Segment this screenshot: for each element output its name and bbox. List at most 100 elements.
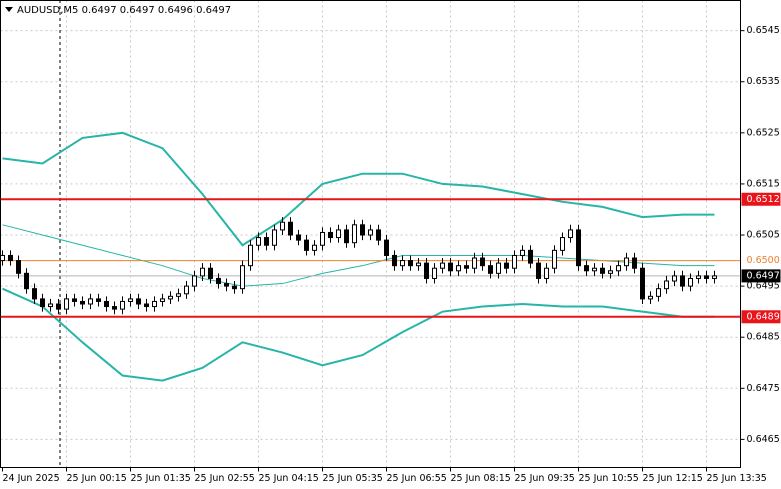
candle-body <box>560 237 565 251</box>
x-tick-label: 25 Jun 04:15 <box>259 473 319 484</box>
candle-body <box>496 262 501 274</box>
candle-body <box>296 234 301 241</box>
candle-body <box>456 265 461 272</box>
candle-body <box>600 267 605 274</box>
candle-body <box>184 285 189 295</box>
candle-body <box>56 303 61 310</box>
candle-body <box>392 254 397 267</box>
candle-body <box>480 257 485 267</box>
candle-body <box>160 298 165 302</box>
candle-body <box>680 275 685 287</box>
x-tick-label: 25 Jun 08:15 <box>451 473 511 484</box>
y-tick-label: 0.6505 <box>747 230 780 241</box>
y-tick-label: 0.6545 <box>747 25 780 36</box>
candle-body <box>224 283 229 287</box>
candle-body <box>248 244 253 267</box>
x-tick-label: 25 Jun 05:35 <box>323 473 383 484</box>
candle-body <box>416 262 421 267</box>
band-line <box>2 287 715 382</box>
price-label: 0.6489 <box>747 311 780 322</box>
candle-body <box>312 244 317 251</box>
x-tick-label: 25 Jun 00:15 <box>67 473 127 484</box>
candle-body <box>688 277 693 287</box>
candle-body <box>712 275 717 279</box>
x-tick-label: 25 Jun 06:55 <box>387 473 447 484</box>
x-tick-label: 25 Jun 12:15 <box>643 473 703 484</box>
candle-body <box>336 229 341 239</box>
candle-body <box>16 260 21 274</box>
candle-body <box>488 265 493 274</box>
y-tick-label: 0.6525 <box>747 127 780 138</box>
menu-arrow[interactable] <box>5 7 13 12</box>
candle-body <box>552 249 557 269</box>
x-tick-label: 24 Jun 2025 <box>3 473 60 484</box>
y-tick-label: 0.6465 <box>747 434 780 445</box>
candle-body <box>624 257 629 267</box>
candle-body <box>72 298 77 302</box>
price-label-box <box>741 192 781 206</box>
candle-body <box>176 293 181 297</box>
candle-body <box>232 285 237 290</box>
candle-body <box>640 267 645 300</box>
candle-body <box>664 280 669 290</box>
candle-body <box>288 221 293 236</box>
candle-body <box>544 267 549 279</box>
candle-body <box>80 300 85 305</box>
candle-body <box>472 257 477 269</box>
price-label-box <box>741 310 781 324</box>
candle-body <box>568 229 573 239</box>
candle-body <box>128 298 133 302</box>
chart-title: AUDUSD,M5 0.6497 0.6497 0.6496 0.6497 <box>17 5 231 16</box>
x-tick-label: 25 Jun 01:35 <box>131 473 191 484</box>
candle-body <box>360 224 365 236</box>
candle-body <box>400 260 405 267</box>
candle-body <box>440 262 445 269</box>
candle-body <box>208 267 213 279</box>
candle-body <box>704 275 709 279</box>
candle-body <box>368 229 373 236</box>
candle-body <box>88 298 93 305</box>
candle-body <box>608 270 613 274</box>
candle-body <box>280 221 285 231</box>
candle-body <box>168 295 173 300</box>
y-tick-label: 0.6495 <box>747 281 780 292</box>
candle-body <box>576 229 581 267</box>
candle-body <box>424 262 429 279</box>
candle-body <box>192 275 197 287</box>
candle-body <box>120 300 125 310</box>
candle-body <box>144 303 149 308</box>
candle-body <box>64 298 69 310</box>
x-tick-label: 25 Jun 02:55 <box>195 473 255 484</box>
x-tick-label: 25 Jun 09:35 <box>515 473 575 484</box>
candle-body <box>384 239 389 256</box>
plot <box>0 131 741 382</box>
candle-body <box>136 298 141 305</box>
candle-body <box>648 295 653 300</box>
candle-body <box>592 267 597 272</box>
y-tick-label: 0.6475 <box>747 383 780 394</box>
candle-body <box>272 229 277 246</box>
price-label: 0.6497 <box>747 270 780 281</box>
candle-body <box>432 267 437 279</box>
candle-body <box>104 300 109 308</box>
axes: 0.6465 0.6475 0.6485 0.6495 0.6505 0.6515 0.65… <box>2 25 781 484</box>
y-tick-label: 0.6535 <box>747 76 780 87</box>
candle-body <box>328 231 333 239</box>
candle-body <box>8 254 13 262</box>
candle-body <box>376 229 381 241</box>
candle-body <box>304 239 309 251</box>
candle-body <box>448 262 453 272</box>
y-tick-label: 0.6515 <box>747 178 780 189</box>
candle-body <box>520 249 525 256</box>
candle-body <box>152 300 157 308</box>
candle-body <box>584 265 589 272</box>
candle-body <box>408 260 413 267</box>
candle-body <box>616 265 621 272</box>
candle-body <box>464 265 469 269</box>
candle-body <box>528 249 533 264</box>
candle-body <box>696 275 701 279</box>
y-tick-label: 0.6485 <box>747 332 780 343</box>
price-label: 0.6512 <box>747 194 780 205</box>
candle-body <box>24 272 29 290</box>
